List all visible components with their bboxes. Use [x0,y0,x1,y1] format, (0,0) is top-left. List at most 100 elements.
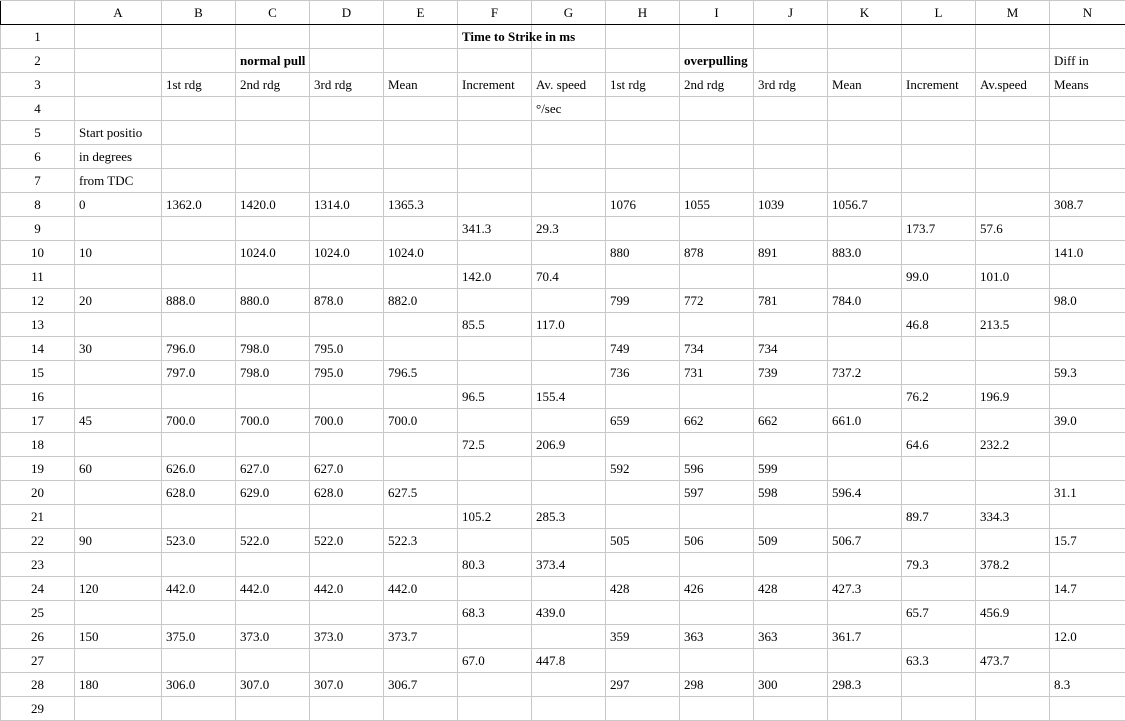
cell: Time to Strike in ms [457,24,575,49]
cell: 505 [605,528,680,553]
cell: 891 [753,240,828,265]
row: 26 150 375.0 373.0 373.0 373.7 359 363 363 361.7 1… [0,624,1125,649]
row-number: 14 [0,336,75,361]
cell [531,336,606,361]
row-number: 4 [0,96,75,121]
cell [679,96,754,121]
cell [753,24,828,49]
cell [383,168,458,193]
cell [309,432,384,457]
cell [753,312,828,337]
cell [235,312,310,337]
cell [975,672,1050,697]
row: 13 85.5 117.0 46.8 213.5 [0,312,1125,337]
cell: 20 [74,288,162,313]
cell: Diff in [1049,48,1125,73]
cell: 142.0 [457,264,532,289]
cell [975,336,1050,361]
cell [605,696,680,721]
row-number: 17 [0,408,75,433]
cell [161,264,236,289]
cell: 105.2 [457,504,532,529]
cell [1049,312,1125,337]
cell: 306.0 [161,672,236,697]
cell [309,24,384,49]
cell: 522.0 [235,528,310,553]
cell [161,168,236,193]
cell [975,96,1050,121]
column-header: H [605,0,680,25]
cell [161,648,236,673]
row: 29 [0,696,1125,721]
cell: 596 [679,456,754,481]
row: 1 Time to Strike in ms [0,24,1125,49]
cell [235,216,310,241]
cell: 85.5 [457,312,532,337]
cell: 795.0 [309,336,384,361]
cell: 439.0 [531,600,606,625]
cell: 661.0 [827,408,902,433]
row-number: 12 [0,288,75,313]
cell: 629.0 [235,480,310,505]
cell [1049,168,1125,193]
cell [531,288,606,313]
cell [531,120,606,145]
cell: 232.2 [975,432,1050,457]
cell [309,648,384,673]
cell [74,384,162,409]
cell: Av.speed [975,72,1050,97]
cell: 628.0 [309,480,384,505]
cell [309,600,384,625]
cell: 878.0 [309,288,384,313]
cell [309,312,384,337]
cell [827,48,902,73]
cell [74,216,162,241]
row-number: 2 [0,48,75,73]
cell [679,120,754,145]
cell [74,48,162,73]
cell: 880.0 [235,288,310,313]
cell [1049,216,1125,241]
cell [901,456,976,481]
cell [827,456,902,481]
cell [457,144,532,169]
cell: 1024.0 [309,240,384,265]
row-number: 3 [0,72,75,97]
cell [975,576,1050,601]
cell [975,408,1050,433]
cell [1049,456,1125,481]
cell [74,600,162,625]
cell [161,696,236,721]
cell: 734 [679,336,754,361]
cell [235,600,310,625]
cell: 60 [74,456,162,481]
cell [901,672,976,697]
cell: 308.7 [1049,192,1125,217]
cell: 101.0 [975,264,1050,289]
cell [901,336,976,361]
cell [161,144,236,169]
cell [309,96,384,121]
cell: 173.7 [901,216,976,241]
cell: 29.3 [531,216,606,241]
cell: 883.0 [827,240,902,265]
cell [827,144,902,169]
cell [1049,504,1125,529]
row: 3 1st rdg 2nd rdg 3rd rdg Mean Increment Av. s… [0,72,1125,97]
cell: 597 [679,480,754,505]
cell: normal pull [235,48,310,73]
cell: 10 [74,240,162,265]
cell: 39.0 [1049,408,1125,433]
cell: 888.0 [161,288,236,313]
row: 15 797.0 798.0 795.0 796.5 736 731 739 737.2 59.3 [0,360,1125,385]
cell [827,648,902,673]
column-header: K [827,0,902,25]
row-number: 29 [0,696,75,721]
cell: in degrees [74,144,162,169]
row-number: 26 [0,624,75,649]
cell [605,432,680,457]
cell: 878 [679,240,754,265]
cell: 141.0 [1049,240,1125,265]
